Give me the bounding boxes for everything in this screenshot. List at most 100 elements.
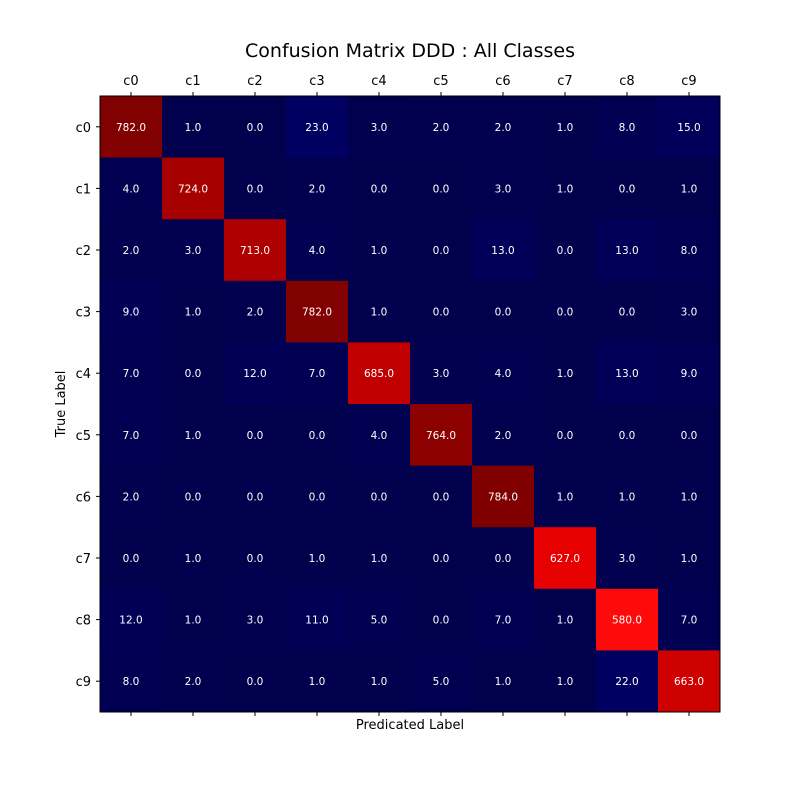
heatmap-cell (472, 96, 535, 159)
cell-value-label: 7.0 (495, 615, 512, 627)
x-tick-label: c9 (681, 74, 696, 89)
cell-value-label: 0.0 (247, 430, 264, 442)
heatmap-cell (286, 96, 349, 159)
x-tick-label: c1 (185, 74, 200, 89)
heatmap-cell (658, 588, 721, 651)
cell-value-label: 8.0 (681, 245, 698, 257)
cell-value-label: 0.0 (309, 430, 326, 442)
cell-value-label: 1.0 (185, 615, 202, 627)
cell-value-label: 0.0 (247, 491, 264, 503)
cell-value-label: 0.0 (247, 183, 264, 195)
chart-title: Confusion Matrix DDD : All Classes (245, 40, 575, 62)
heatmap-cell (596, 280, 659, 343)
cell-value-label: 7.0 (681, 615, 698, 627)
heatmap-cell (286, 404, 349, 467)
cell-value-label: 0.0 (681, 430, 698, 442)
heatmap-cell (658, 96, 721, 159)
cell-value-label: 764.0 (426, 430, 456, 442)
x-tick-label: c8 (619, 74, 634, 89)
cell-value-label: 8.0 (619, 122, 636, 134)
cell-value-label: 7.0 (123, 430, 140, 442)
heatmap-cell (534, 280, 597, 343)
heatmap-cell-labels: 782.0 1.0 0.0 23.0 3.0 2.0 2.0 1.0 8.0 15.0 4.0 724… (116, 122, 704, 688)
heatmap-cell (286, 465, 349, 528)
heatmap-cell (658, 404, 721, 467)
cell-value-label: 0.0 (557, 245, 574, 257)
cell-value-label: 1.0 (371, 553, 388, 565)
heatmap-cell (162, 650, 225, 713)
y-tick-label: c0 (76, 121, 91, 136)
heatmap-cell (224, 280, 287, 343)
x-tick-label: c3 (309, 74, 324, 89)
heatmap-cell (472, 157, 535, 220)
cell-value-label: 0.0 (247, 553, 264, 565)
heatmap-cell (286, 157, 349, 220)
cell-value-label: 0.0 (247, 122, 264, 134)
heatmap-cell (286, 280, 349, 343)
cell-value-label: 0.0 (619, 307, 636, 319)
heatmap-cell (100, 96, 163, 159)
cell-value-label: 2.0 (495, 122, 512, 134)
heatmap-cell (162, 219, 225, 282)
cell-value-label: 580.0 (612, 615, 642, 627)
heatmap-cell (224, 588, 287, 651)
heatmap-cell (224, 527, 287, 590)
heatmap-cell (348, 404, 411, 467)
cell-value-label: 0.0 (495, 307, 512, 319)
heatmap-cell (410, 588, 473, 651)
cell-value-label: 0.0 (185, 368, 202, 380)
cell-value-label: 7.0 (123, 368, 140, 380)
cell-value-label: 2.0 (123, 245, 140, 257)
heatmap-cell (100, 588, 163, 651)
cell-value-label: 3.0 (681, 307, 698, 319)
x-tick-label: c5 (433, 74, 448, 89)
cell-value-label: 1.0 (371, 245, 388, 257)
cell-value-label: 2.0 (247, 307, 264, 319)
cell-value-label: 1.0 (681, 491, 698, 503)
cell-value-label: 11.0 (305, 615, 328, 627)
heatmap-cell (410, 527, 473, 590)
heatmap-cell (596, 465, 659, 528)
heatmap-cell (534, 404, 597, 467)
heatmap-cell (596, 588, 659, 651)
heatmap-cell (410, 157, 473, 220)
heatmap-cell (410, 404, 473, 467)
heatmap-cell (162, 588, 225, 651)
heatmap-cell (224, 650, 287, 713)
cell-value-label: 1.0 (557, 676, 574, 688)
y-tick-label: c4 (76, 367, 91, 382)
heatmap-cell (472, 280, 535, 343)
heatmap-cell (472, 527, 535, 590)
y-axis-ticks: c0 c1 c2 c3 c4 c5 c6 c7 c8 c9 (76, 121, 100, 690)
heatmap-cell (286, 219, 349, 282)
heatmap-cell (348, 157, 411, 220)
cell-value-label: 2.0 (123, 491, 140, 503)
heatmap-cell (100, 465, 163, 528)
cell-value-label: 2.0 (185, 676, 202, 688)
heatmap-cell (410, 650, 473, 713)
cell-value-label: 0.0 (619, 183, 636, 195)
heatmap-cell (472, 465, 535, 528)
cell-value-label: 5.0 (433, 676, 450, 688)
cell-value-label: 1.0 (681, 183, 698, 195)
heatmap-cell (286, 342, 349, 405)
cell-value-label: 3.0 (433, 368, 450, 380)
heatmap-cell (596, 157, 659, 220)
heatmap-cell (286, 527, 349, 590)
cell-value-label: 2.0 (309, 183, 326, 195)
cell-value-label: 782.0 (302, 307, 332, 319)
cell-value-label: 1.0 (681, 553, 698, 565)
y-axis-label: True Label (54, 371, 69, 439)
cell-value-label: 0.0 (557, 307, 574, 319)
cell-value-label: 1.0 (557, 122, 574, 134)
cell-value-label: 1.0 (309, 676, 326, 688)
cell-value-label: 0.0 (247, 676, 264, 688)
y-tick-label: c6 (76, 490, 91, 505)
x-tick-label: c0 (123, 74, 138, 89)
cell-value-label: 2.0 (433, 122, 450, 134)
cell-value-label: 9.0 (123, 307, 140, 319)
cell-value-label: 8.0 (123, 676, 140, 688)
cell-value-label: 1.0 (185, 553, 202, 565)
y-tick-label: c2 (76, 244, 91, 259)
heatmap-cell (534, 219, 597, 282)
